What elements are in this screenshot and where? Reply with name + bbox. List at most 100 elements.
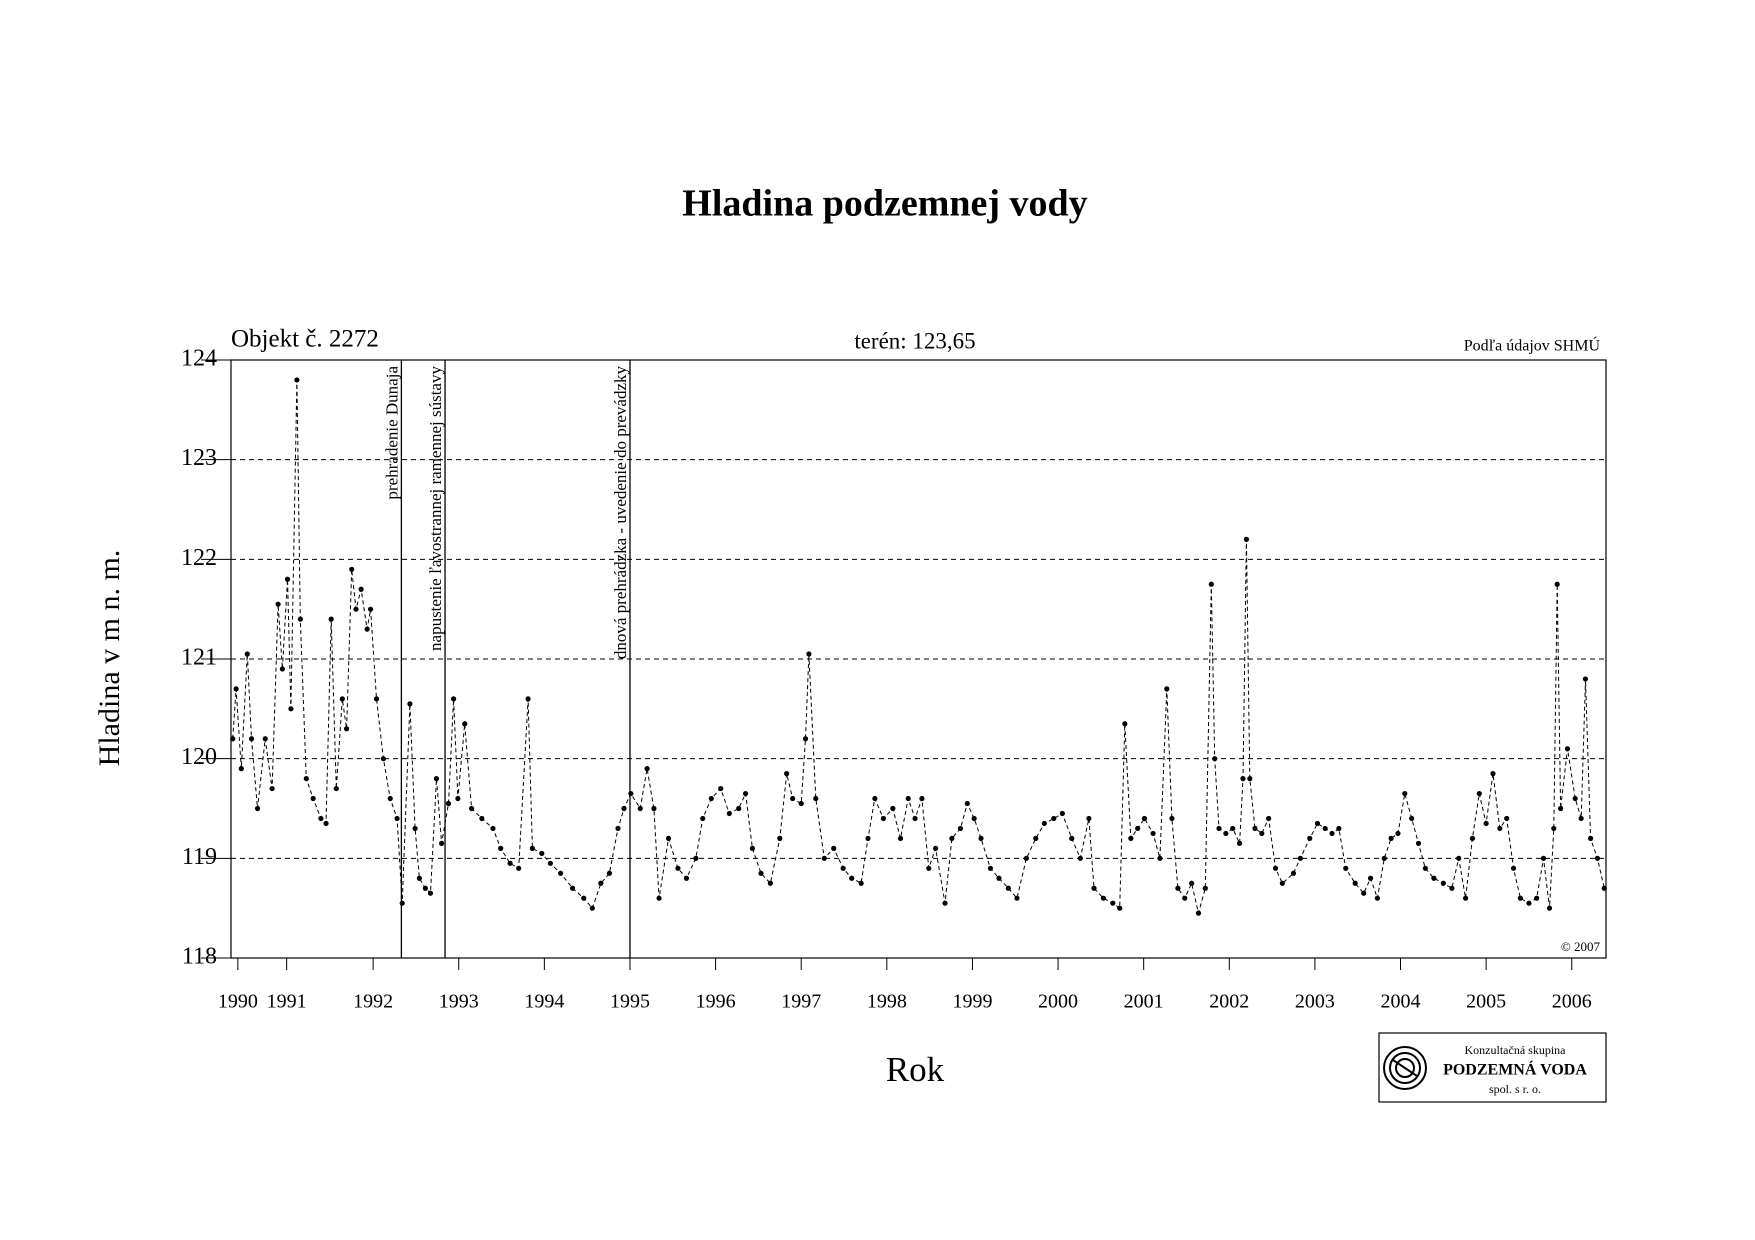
data-point	[1091, 885, 1097, 891]
data-point	[364, 626, 370, 632]
x-tick-label: 1996	[696, 991, 736, 1013]
data-point	[700, 815, 706, 822]
data-point	[248, 736, 255, 742]
x-tick-label: 1990	[218, 991, 258, 1013]
data-point	[1150, 830, 1156, 837]
data-point	[516, 865, 522, 871]
data-point	[279, 666, 285, 672]
data-point	[1490, 771, 1496, 777]
data-point	[323, 820, 329, 827]
data-point	[349, 566, 355, 572]
data-point	[1240, 776, 1246, 782]
data-point	[656, 895, 662, 901]
data-point	[708, 795, 714, 802]
data-point	[394, 815, 400, 822]
data-point	[244, 651, 250, 657]
x-tick-label: 2006	[1552, 991, 1592, 1013]
data-point	[407, 701, 413, 707]
data-point	[558, 870, 564, 876]
data-point	[525, 696, 531, 702]
x-tick-label: 2003	[1295, 991, 1335, 1013]
data-point	[1110, 900, 1116, 906]
data-point	[880, 815, 886, 822]
x-tick-label: 1998	[867, 991, 907, 1013]
data-point	[1202, 885, 1208, 891]
data-point	[890, 805, 896, 812]
data-point	[1189, 880, 1195, 886]
data-point	[1128, 835, 1134, 842]
event-label: prehradenie Dunaja	[382, 366, 401, 500]
data-point	[651, 805, 657, 812]
data-point	[1069, 835, 1075, 842]
data-point	[1431, 875, 1437, 881]
data-point	[254, 805, 261, 812]
data-point	[1510, 865, 1517, 871]
data-point	[422, 885, 428, 891]
data-point	[1578, 815, 1584, 822]
data-point	[784, 771, 790, 777]
x-tick-label: 2002	[1209, 991, 1249, 1013]
y-tick-label: 124	[181, 346, 217, 372]
data-point	[1415, 840, 1422, 846]
data-point	[957, 825, 964, 832]
data-point	[1395, 830, 1401, 837]
x-tick-label: 1999	[952, 991, 992, 1013]
x-tick-label: 1993	[439, 991, 479, 1013]
data-point	[1594, 855, 1601, 861]
data-point	[606, 870, 613, 876]
logo-text: PODZEMNÁ VODA	[1443, 1060, 1587, 1079]
data-point	[628, 790, 634, 797]
data-point	[858, 880, 864, 886]
data-point	[598, 880, 604, 886]
data-point	[1546, 905, 1553, 911]
data-point	[1572, 795, 1578, 802]
data-point	[949, 835, 955, 842]
data-point	[468, 805, 475, 812]
data-point	[1164, 686, 1170, 692]
data-point	[339, 696, 345, 702]
data-point	[589, 905, 595, 911]
data-point	[615, 825, 621, 832]
data-point	[445, 800, 452, 807]
data-point	[742, 790, 749, 797]
data-point	[373, 696, 380, 702]
data-point	[1361, 890, 1367, 896]
data-point	[539, 850, 545, 856]
data-point	[1077, 855, 1083, 861]
data-point	[1223, 830, 1229, 837]
data-point	[1409, 815, 1415, 822]
data-point	[1540, 855, 1547, 861]
data-point	[310, 795, 316, 802]
data-point	[665, 835, 672, 842]
logo-box	[1378, 1032, 1607, 1103]
data-point	[933, 845, 939, 851]
data-point	[1329, 830, 1335, 837]
data-point	[275, 601, 281, 607]
data-point	[964, 800, 970, 807]
object-label: Objekt č. 2272	[231, 326, 379, 353]
data-point	[1422, 865, 1428, 871]
data-point	[581, 895, 587, 901]
data-point	[333, 785, 339, 792]
data-point	[1141, 815, 1148, 822]
logo-icon	[1383, 1046, 1427, 1090]
data-point	[1483, 820, 1489, 827]
data-point	[1587, 835, 1594, 842]
data-point	[1462, 895, 1469, 901]
x-tick-label: 1994	[524, 991, 564, 1013]
data-point	[942, 900, 948, 906]
data-point	[758, 870, 764, 876]
data-point	[1336, 825, 1342, 832]
data-point	[1440, 880, 1446, 886]
data-point	[1041, 820, 1047, 827]
x-tick-label: 2005	[1466, 991, 1506, 1013]
data-point	[238, 766, 244, 772]
data-point	[1122, 721, 1128, 727]
data-point	[1322, 825, 1328, 832]
data-point	[288, 706, 294, 712]
x-tick-label: 2004	[1381, 991, 1421, 1013]
data-point	[1259, 830, 1265, 837]
data-point	[399, 900, 405, 906]
data-point	[971, 815, 977, 822]
data-point	[777, 835, 783, 842]
